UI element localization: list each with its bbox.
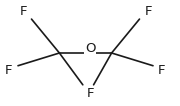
Text: F: F [84, 87, 91, 100]
Text: F: F [86, 87, 94, 100]
Text: O: O [85, 42, 95, 55]
Text: F: F [5, 64, 13, 77]
Text: F: F [157, 64, 165, 77]
Text: F: F [20, 5, 27, 18]
Text: F: F [145, 5, 152, 18]
